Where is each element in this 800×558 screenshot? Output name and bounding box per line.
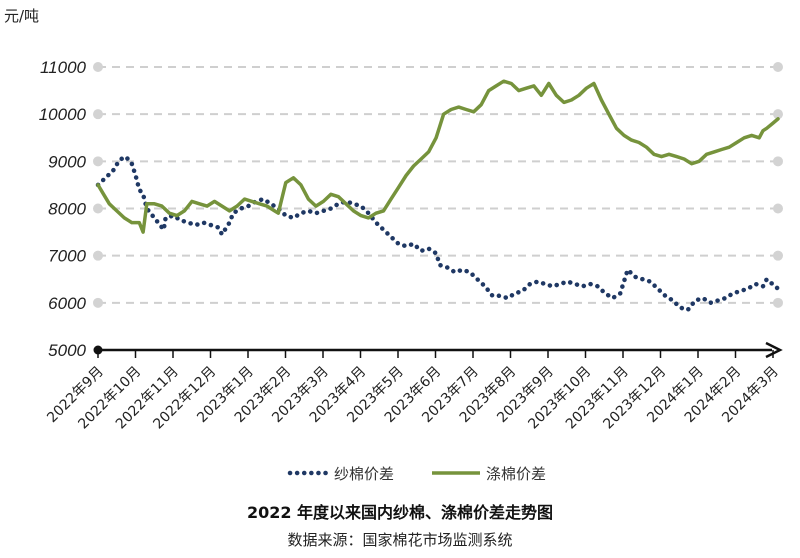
gridline-start-dot (93, 297, 103, 308)
gridline-end-dot (773, 62, 783, 72)
gridline-start-dot (93, 109, 103, 120)
series-group (95, 79, 781, 313)
gridline-start-dot (93, 156, 103, 167)
legend: 纱棉价差 涤棉价差 (287, 465, 546, 483)
gridlines (93, 62, 783, 308)
y-tick-label: 5000 (48, 341, 86, 360)
y-tick-label: 7000 (48, 247, 86, 266)
gridline-end-dot (773, 297, 783, 308)
legend-label-yarn-cotton: 纱棉价差 (334, 465, 394, 483)
gridline-start-dot (93, 250, 103, 261)
chart-source: 数据来源：国家棉花市场监测系统 (287, 531, 512, 549)
gridline-end-dot (773, 250, 783, 261)
gridline-end-dot (773, 109, 783, 120)
y-tick-label: 6000 (48, 294, 86, 313)
gridline-start-dot (93, 203, 103, 214)
x-axis-arrow (765, 341, 783, 359)
y-axis-unit: 元/吨 (4, 7, 39, 25)
y-tick-label: 8000 (48, 200, 86, 219)
y-tick-label: 11000 (40, 58, 87, 77)
series-yarn-cotton-spread (95, 154, 781, 313)
y-tick-labels: 5000 6000 7000 8000 9000 10000 11000 (39, 58, 87, 360)
gridline-end-dot (773, 156, 783, 167)
series-polyester-cotton-spread (96, 79, 780, 234)
x-axis (93, 341, 783, 359)
chart-title: 2022 年度以来国内纱棉、涤棉价差走势图 (247, 503, 553, 522)
y-tick-label: 10000 (39, 105, 87, 124)
x-tick-labels: 2022年9月2022年10月2022年11月2022年12月2023年1月20… (44, 350, 782, 432)
gridline-start-dot (93, 62, 103, 72)
legend-label-polyester-cotton: 涤棉价差 (486, 465, 546, 483)
y-tick-label: 9000 (48, 152, 86, 171)
gridline-end-dot (773, 203, 783, 214)
